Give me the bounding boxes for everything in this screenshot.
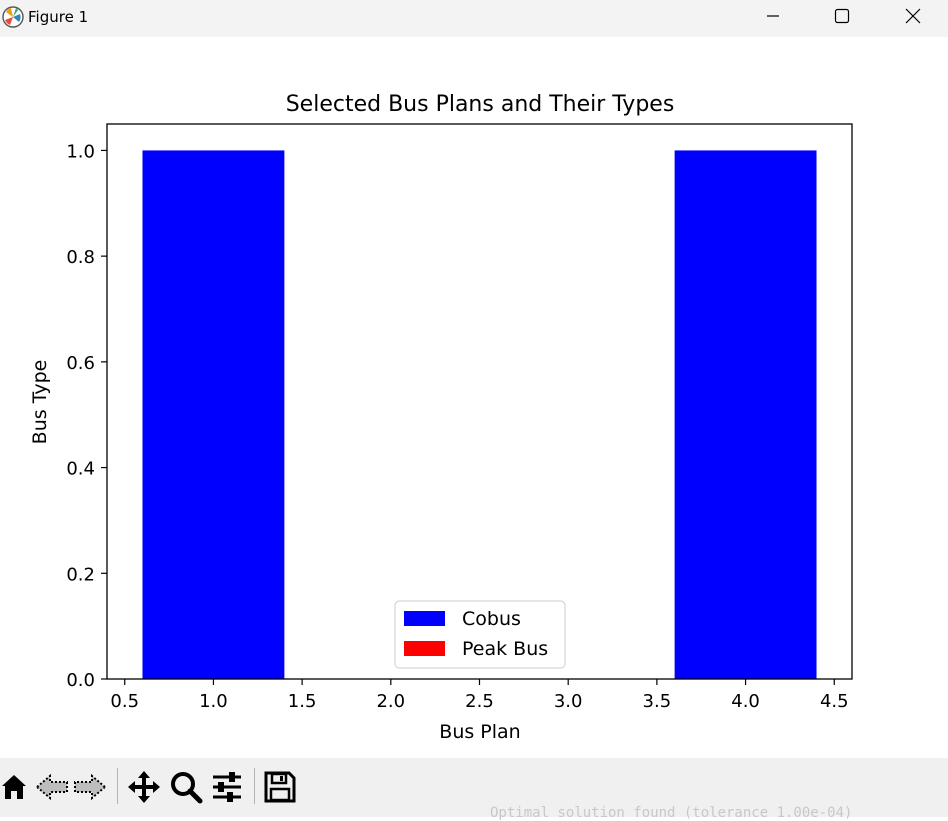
x-tick-label: 0.5: [110, 691, 139, 712]
x-tick-label: 1.5: [288, 691, 317, 712]
bar-chart: Selected Bus Plans and Their Types 0.5 1.…: [29, 92, 853, 743]
y-tick-label: 0.8: [66, 247, 95, 268]
maximize-icon: [834, 8, 850, 24]
figure-canvas[interactable]: Selected Bus Plans and Their Types 0.5 1.…: [0, 37, 948, 758]
x-tick-label: 2.0: [376, 691, 405, 712]
close-button[interactable]: [890, 0, 936, 32]
y-tick-label: 0.2: [66, 564, 95, 585]
save-button[interactable]: [262, 768, 298, 806]
toolbar-separator: [117, 768, 118, 804]
forward-icon: [74, 773, 107, 801]
zoom-button[interactable]: [168, 768, 204, 806]
pan-button[interactable]: [126, 768, 162, 806]
y-tick-label: 0.0: [66, 670, 95, 691]
home-icon: [2, 775, 26, 799]
x-tick-label: 3.5: [643, 691, 672, 712]
x-axis-label: Bus Plan: [439, 721, 520, 743]
y-axis-label: Bus Type: [29, 360, 51, 445]
y-tick-label: 0.6: [66, 353, 95, 374]
bar-1: [674, 150, 817, 679]
x-tick-label: 4.0: [731, 691, 760, 712]
back-icon: [35, 773, 68, 801]
save-icon: [264, 771, 296, 803]
zoom-icon: [171, 772, 203, 804]
close-icon: [905, 8, 921, 24]
x-tick-label: 1.0: [199, 691, 228, 712]
configure-subplots-icon: [213, 772, 241, 802]
y-tick-label: 1.0: [66, 141, 95, 162]
x-tick-label: 2.5: [465, 691, 494, 712]
minimize-icon: [767, 15, 779, 17]
window-title: Figure 1: [28, 8, 89, 26]
legend-swatch-cobus: [404, 611, 445, 626]
matplotlib-icon: [1, 5, 25, 33]
legend: Cobus Peak Bus: [394, 600, 566, 669]
x-tick-label: 3.0: [554, 691, 583, 712]
y-tick-label: 0.4: [66, 459, 95, 480]
legend-label-peak-bus: Peak Bus: [462, 638, 548, 660]
chart-title: Selected Bus Plans and Their Types: [286, 92, 675, 117]
back-button[interactable]: [34, 768, 70, 806]
toolbar-separator: [254, 768, 255, 804]
minimize-button[interactable]: [750, 0, 796, 32]
navigation-toolbar: [0, 758, 948, 817]
configure-subplots-button[interactable]: [209, 768, 245, 806]
forward-button[interactable]: [72, 768, 108, 806]
title-bar: Figure 1: [0, 0, 948, 37]
x-tick-label: 4.5: [820, 691, 849, 712]
pan-icon: [128, 771, 160, 803]
bar-0: [142, 150, 285, 679]
maximize-button[interactable]: [819, 0, 865, 32]
status-message: Optimal solution found (tolerance 1.00e-…: [490, 805, 853, 821]
legend-swatch-peak-bus: [404, 641, 445, 656]
home-button[interactable]: [0, 768, 28, 806]
legend-label-cobus: Cobus: [462, 608, 521, 630]
